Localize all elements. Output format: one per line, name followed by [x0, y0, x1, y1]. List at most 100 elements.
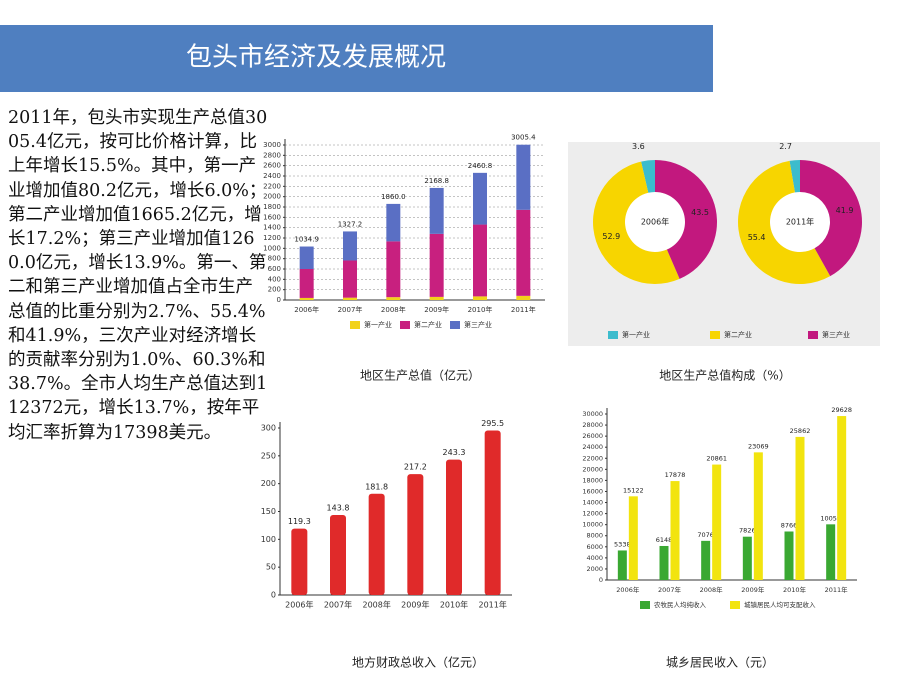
- donut-hole: [625, 192, 685, 252]
- x-tick-label: 2009年: [741, 585, 765, 594]
- y-tick-label: 200: [268, 286, 281, 294]
- total-label: 3005.4: [511, 134, 536, 142]
- x-tick-label: 2011年: [478, 600, 506, 610]
- y-tick-label: 400: [268, 275, 281, 283]
- donut-segment: [655, 160, 717, 279]
- y-tick-label: 1400: [263, 224, 281, 232]
- y-tick-label: 18000: [582, 476, 603, 484]
- legend-label: 农牧民人均纯收入: [654, 600, 707, 609]
- legend-swatch: [608, 331, 618, 339]
- bar: [368, 493, 385, 595]
- y-tick-label: 14000: [582, 499, 603, 507]
- chart-caption: 地方财政总收入（亿元）: [352, 655, 484, 670]
- y-tick-label: 100: [261, 535, 276, 544]
- y-tick-label: 30000: [582, 410, 603, 418]
- legend-label: 第三产业: [464, 320, 492, 329]
- donut-value-label: 55.4: [748, 233, 766, 242]
- x-tick-label: 2008年: [700, 585, 724, 594]
- y-tick-label: 250: [261, 451, 276, 460]
- legend-label: 第一产业: [622, 330, 650, 339]
- chart-caption: 地区生产总值（亿元）: [360, 368, 480, 383]
- x-tick-label: 2010年: [440, 600, 468, 610]
- y-tick-label: 8000: [586, 532, 603, 540]
- y-tick-label: 4000: [586, 554, 603, 562]
- x-tick-label: 2006年: [294, 305, 319, 314]
- x-tick-label: 2007年: [324, 600, 352, 610]
- y-tick-label: 0: [277, 296, 281, 304]
- bar-segment: [473, 224, 487, 297]
- donut-segment: [592, 161, 680, 284]
- donut-value-label: 43.5: [691, 208, 709, 217]
- donut-value-label: 41.9: [836, 206, 854, 215]
- total-label: 1327.2: [338, 220, 363, 228]
- value-label: 295.5: [481, 419, 504, 428]
- value-label: 29628: [831, 406, 852, 414]
- y-tick-label: 24000: [582, 443, 603, 451]
- value-label: 6148: [656, 536, 673, 544]
- legend-swatch: [808, 331, 818, 339]
- y-tick-label: 150: [261, 507, 276, 516]
- bar-segment: [386, 203, 401, 242]
- bar-segment: [299, 246, 314, 269]
- donut-hole: [770, 192, 830, 252]
- bar-segment: [343, 260, 357, 298]
- x-tick-label: 2008年: [381, 305, 406, 314]
- value-label: 7826: [739, 527, 756, 535]
- y-tick-label: 2600: [263, 162, 281, 170]
- y-tick-label: 0: [599, 576, 603, 584]
- donut-segment: [789, 160, 800, 193]
- y-tick-label: 1600: [263, 213, 281, 221]
- y-tick-label: 20000: [582, 465, 603, 473]
- body-text: 2011年，包头市实现生产总值3005.4亿元，按可比价格计算，比上年增长15.…: [8, 108, 268, 443]
- value-label: 17878: [665, 471, 686, 479]
- bar-segment: [473, 172, 487, 225]
- y-tick-label: 1200: [263, 234, 281, 242]
- chart-caption: 地区生产总值构成（%）: [659, 368, 790, 383]
- bar: [826, 524, 836, 580]
- bar: [446, 459, 462, 595]
- y-tick-label: 2800: [263, 151, 281, 159]
- y-tick-label: 16000: [582, 487, 603, 495]
- y-tick-label: 1000: [263, 244, 281, 252]
- bar-segment: [386, 241, 401, 298]
- y-tick-label: 0: [271, 591, 276, 600]
- y-tick-label: 600: [268, 265, 281, 273]
- total-label: 1860.0: [381, 193, 406, 201]
- y-tick-label: 26000: [582, 432, 603, 440]
- y-tick-label: 3000: [263, 141, 281, 149]
- bar-segment: [429, 296, 444, 300]
- bar-segment: [429, 187, 444, 234]
- legend-swatch: [730, 601, 740, 609]
- y-tick-label: 12000: [582, 510, 603, 518]
- bar: [784, 531, 794, 580]
- donut-segment: [738, 160, 831, 284]
- bar-segment: [343, 297, 357, 300]
- donut-value-label: 2.7: [779, 142, 792, 151]
- value-label: 217.2: [404, 463, 427, 472]
- x-tick-label: 2006年: [616, 585, 640, 594]
- bar-segment: [516, 144, 531, 210]
- value-label: 119.3: [288, 517, 311, 526]
- bar: [837, 416, 847, 580]
- donut-value-label: 3.6: [632, 142, 645, 151]
- bar: [617, 550, 627, 580]
- bar: [795, 436, 805, 580]
- bar: [291, 528, 308, 595]
- value-label: 243.3: [443, 448, 466, 457]
- x-tick-label: 2006年: [285, 600, 313, 610]
- x-tick-label: 2011年: [825, 585, 849, 594]
- value-label: 181.8: [365, 482, 388, 491]
- value-label: 25862: [790, 427, 811, 435]
- legend-label: 第二产业: [724, 330, 752, 339]
- legend-label: 第二产业: [414, 320, 442, 329]
- value-label: 143.8: [327, 503, 350, 512]
- legend-swatch: [350, 321, 360, 329]
- x-tick-label: 2010年: [468, 305, 493, 314]
- legend-label: 第一产业: [364, 320, 392, 329]
- value-label: 23069: [748, 442, 769, 450]
- bar-segment: [343, 231, 357, 261]
- bar-segment: [299, 297, 314, 300]
- bar-segment: [473, 296, 487, 300]
